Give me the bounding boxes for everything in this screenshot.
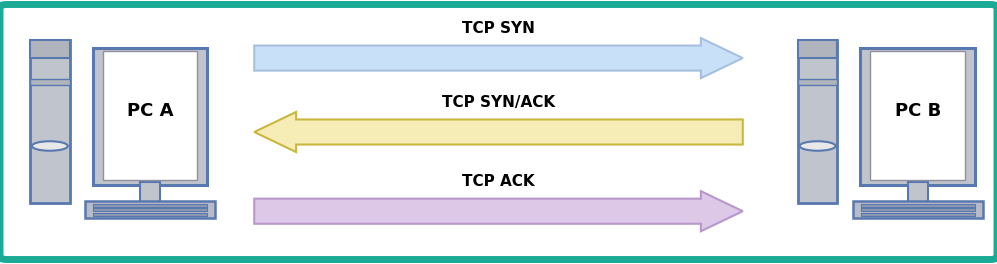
Bar (860, 208, 974, 211)
Bar (798, 79, 837, 86)
Bar (93, 208, 207, 211)
Text: TCP SYN: TCP SYN (462, 21, 535, 36)
Bar (860, 213, 974, 216)
Bar (852, 201, 982, 218)
FancyArrow shape (254, 38, 743, 78)
Bar (93, 48, 207, 185)
Bar (860, 48, 975, 185)
Circle shape (800, 141, 835, 151)
Text: TCP ACK: TCP ACK (463, 174, 534, 189)
Bar (870, 51, 965, 180)
Text: PC A: PC A (127, 102, 173, 120)
Bar (30, 40, 70, 58)
Bar (93, 204, 207, 207)
FancyArrow shape (254, 191, 743, 231)
Bar (140, 182, 160, 203)
FancyArrow shape (254, 112, 743, 152)
Bar (907, 182, 927, 203)
Bar (860, 204, 974, 207)
Bar (30, 40, 70, 203)
Bar (85, 201, 214, 218)
FancyBboxPatch shape (0, 4, 997, 260)
Bar (93, 213, 207, 216)
Circle shape (32, 141, 68, 151)
Bar (30, 79, 70, 86)
Text: PC B: PC B (894, 102, 941, 120)
Bar (798, 40, 837, 58)
Text: TCP SYN/ACK: TCP SYN/ACK (442, 95, 555, 110)
Bar (103, 51, 197, 180)
Bar (798, 40, 837, 203)
